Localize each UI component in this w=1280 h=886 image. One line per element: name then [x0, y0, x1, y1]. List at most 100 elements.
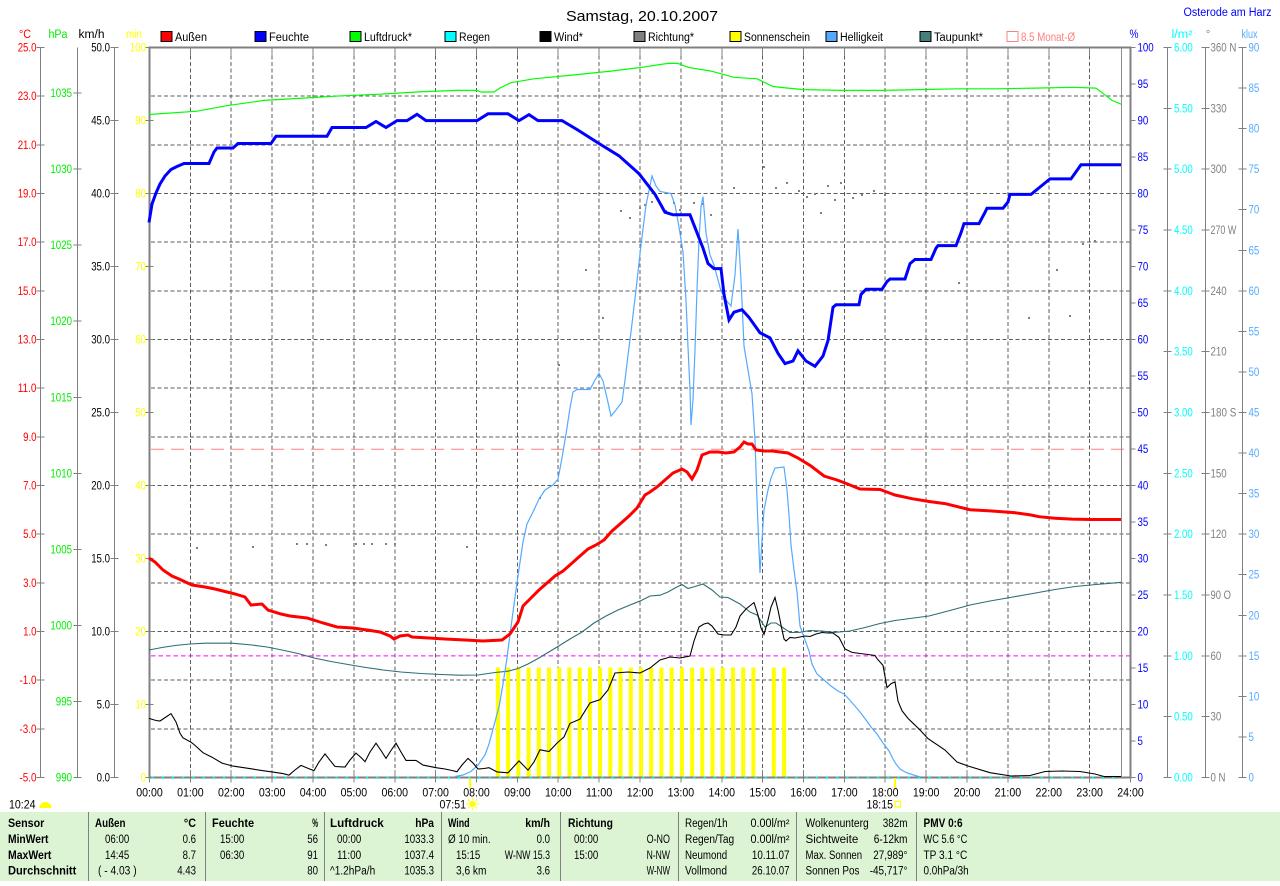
svg-text:09:00: 09:00	[504, 788, 531, 800]
svg-text:65: 65	[1138, 298, 1149, 310]
svg-text:120: 120	[1211, 529, 1227, 541]
svg-text:60: 60	[1211, 651, 1222, 663]
svg-text:Helligkeit: Helligkeit	[840, 32, 884, 44]
svg-text:^1.2hPa/h: ^1.2hPa/h	[330, 866, 375, 878]
svg-text:6-12km: 6-12km	[874, 834, 908, 846]
svg-text:km/h: km/h	[79, 29, 105, 41]
svg-text:100: 100	[1138, 43, 1154, 55]
svg-text:11:00: 11:00	[337, 850, 361, 862]
svg-text:55: 55	[1138, 371, 1149, 383]
svg-text:10.0: 10.0	[91, 627, 110, 639]
svg-text:30: 30	[135, 554, 146, 566]
svg-text:10: 10	[1138, 700, 1149, 712]
svg-text:50.0: 50.0	[91, 43, 110, 55]
svg-text:Vollmond: Vollmond	[685, 866, 727, 878]
svg-text:9.0: 9.0	[23, 432, 36, 444]
svg-text:Luftdruck: Luftdruck	[330, 818, 384, 830]
svg-text:N-NW: N-NW	[647, 850, 671, 862]
svg-text:°: °	[1206, 29, 1211, 41]
svg-text:Samstag, 20.10.2007: Samstag, 20.10.2007	[566, 8, 718, 25]
svg-text:0: 0	[1138, 773, 1143, 785]
svg-text:30: 30	[1211, 712, 1222, 724]
svg-text:100: 100	[130, 43, 146, 55]
svg-text:330: 330	[1211, 103, 1227, 115]
svg-text:80: 80	[307, 866, 318, 878]
svg-text:382m: 382m	[883, 818, 908, 830]
svg-text:90: 90	[1138, 116, 1149, 128]
svg-text:W-NW: W-NW	[647, 866, 670, 878]
svg-text:995: 995	[56, 696, 72, 708]
svg-text:06:30: 06:30	[220, 850, 244, 862]
svg-text:12:00: 12:00	[627, 788, 654, 800]
svg-text:15: 15	[1138, 663, 1149, 675]
svg-text:15: 15	[1249, 651, 1260, 663]
svg-text:min: min	[126, 29, 142, 41]
svg-text:06:00: 06:00	[382, 788, 409, 800]
svg-text:8.7: 8.7	[183, 850, 196, 862]
svg-text:65: 65	[1249, 245, 1260, 257]
svg-text:Regen/1h: Regen/1h	[685, 818, 728, 830]
svg-text:55: 55	[1249, 326, 1260, 338]
svg-text:60: 60	[135, 335, 146, 347]
svg-text:5: 5	[1249, 732, 1254, 744]
svg-text:270 W: 270 W	[1211, 225, 1237, 237]
svg-text:10:24: 10:24	[9, 800, 36, 812]
svg-text:60: 60	[1249, 286, 1260, 298]
svg-text:17:00: 17:00	[831, 788, 858, 800]
svg-text:1000: 1000	[50, 620, 72, 632]
svg-text:990: 990	[56, 772, 72, 784]
svg-text:10.11.07: 10.11.07	[752, 850, 790, 862]
svg-text:5.50: 5.50	[1174, 103, 1193, 115]
svg-text:WC 5.6 °C: WC 5.6 °C	[924, 834, 968, 846]
svg-text:180 S: 180 S	[1211, 407, 1237, 419]
svg-text:1.00: 1.00	[1174, 651, 1193, 663]
svg-text:3.0: 3.0	[23, 578, 36, 590]
svg-text:-5.0: -5.0	[20, 773, 37, 785]
svg-text:Sensor: Sensor	[8, 818, 45, 830]
svg-text:Sichtweite: Sichtweite	[806, 834, 859, 846]
svg-text:1015: 1015	[50, 392, 72, 404]
svg-text:Taupunkt*: Taupunkt*	[934, 32, 983, 44]
svg-text:35: 35	[1138, 517, 1149, 529]
svg-text:23.0: 23.0	[18, 91, 37, 103]
svg-text:hPa: hPa	[415, 818, 434, 830]
svg-text:1030: 1030	[50, 164, 72, 176]
svg-text:150: 150	[1211, 468, 1227, 480]
svg-text:75: 75	[1138, 225, 1149, 237]
svg-text:klux: klux	[1242, 29, 1258, 41]
svg-text:02:00: 02:00	[218, 788, 245, 800]
svg-text:70: 70	[1249, 205, 1260, 217]
svg-text:3.00: 3.00	[1174, 407, 1193, 419]
svg-text:1.50: 1.50	[1174, 590, 1193, 602]
svg-text:40.0: 40.0	[91, 189, 110, 201]
svg-text:Richtung: Richtung	[568, 818, 613, 830]
svg-text:45: 45	[1249, 408, 1260, 420]
svg-text:20: 20	[135, 627, 146, 639]
svg-text:20.0: 20.0	[91, 481, 110, 493]
svg-text:Außen: Außen	[95, 818, 126, 830]
svg-text:0 N: 0 N	[1211, 772, 1226, 784]
svg-text:60: 60	[1138, 335, 1149, 347]
svg-text:25.0: 25.0	[18, 43, 37, 55]
svg-text:20: 20	[1249, 610, 1260, 622]
svg-text:90: 90	[135, 116, 146, 128]
svg-text:20:00: 20:00	[954, 788, 981, 800]
svg-text:Max. Sonnen: Max. Sonnen	[806, 850, 863, 862]
svg-text:5.00: 5.00	[1174, 164, 1193, 176]
svg-text:1005: 1005	[50, 544, 72, 556]
svg-text:8.5 Monat-Ø: 8.5 Monat-Ø	[1021, 32, 1075, 44]
svg-text:75: 75	[1249, 164, 1260, 176]
svg-text:50: 50	[1138, 408, 1149, 420]
svg-text:01:00: 01:00	[177, 788, 204, 800]
svg-text:1033.3: 1033.3	[404, 834, 434, 846]
svg-text:13.0: 13.0	[18, 335, 37, 347]
svg-text:0.00l/m²: 0.00l/m²	[751, 834, 790, 846]
svg-text:50: 50	[135, 408, 146, 420]
svg-text:Luftdruck*: Luftdruck*	[364, 32, 412, 44]
svg-text:19:00: 19:00	[913, 788, 940, 800]
svg-text:Feuchte: Feuchte	[212, 818, 254, 830]
svg-text:0: 0	[141, 773, 146, 785]
svg-text:16:00: 16:00	[790, 788, 817, 800]
svg-text:18:00: 18:00	[872, 788, 899, 800]
svg-text:80: 80	[135, 189, 146, 201]
